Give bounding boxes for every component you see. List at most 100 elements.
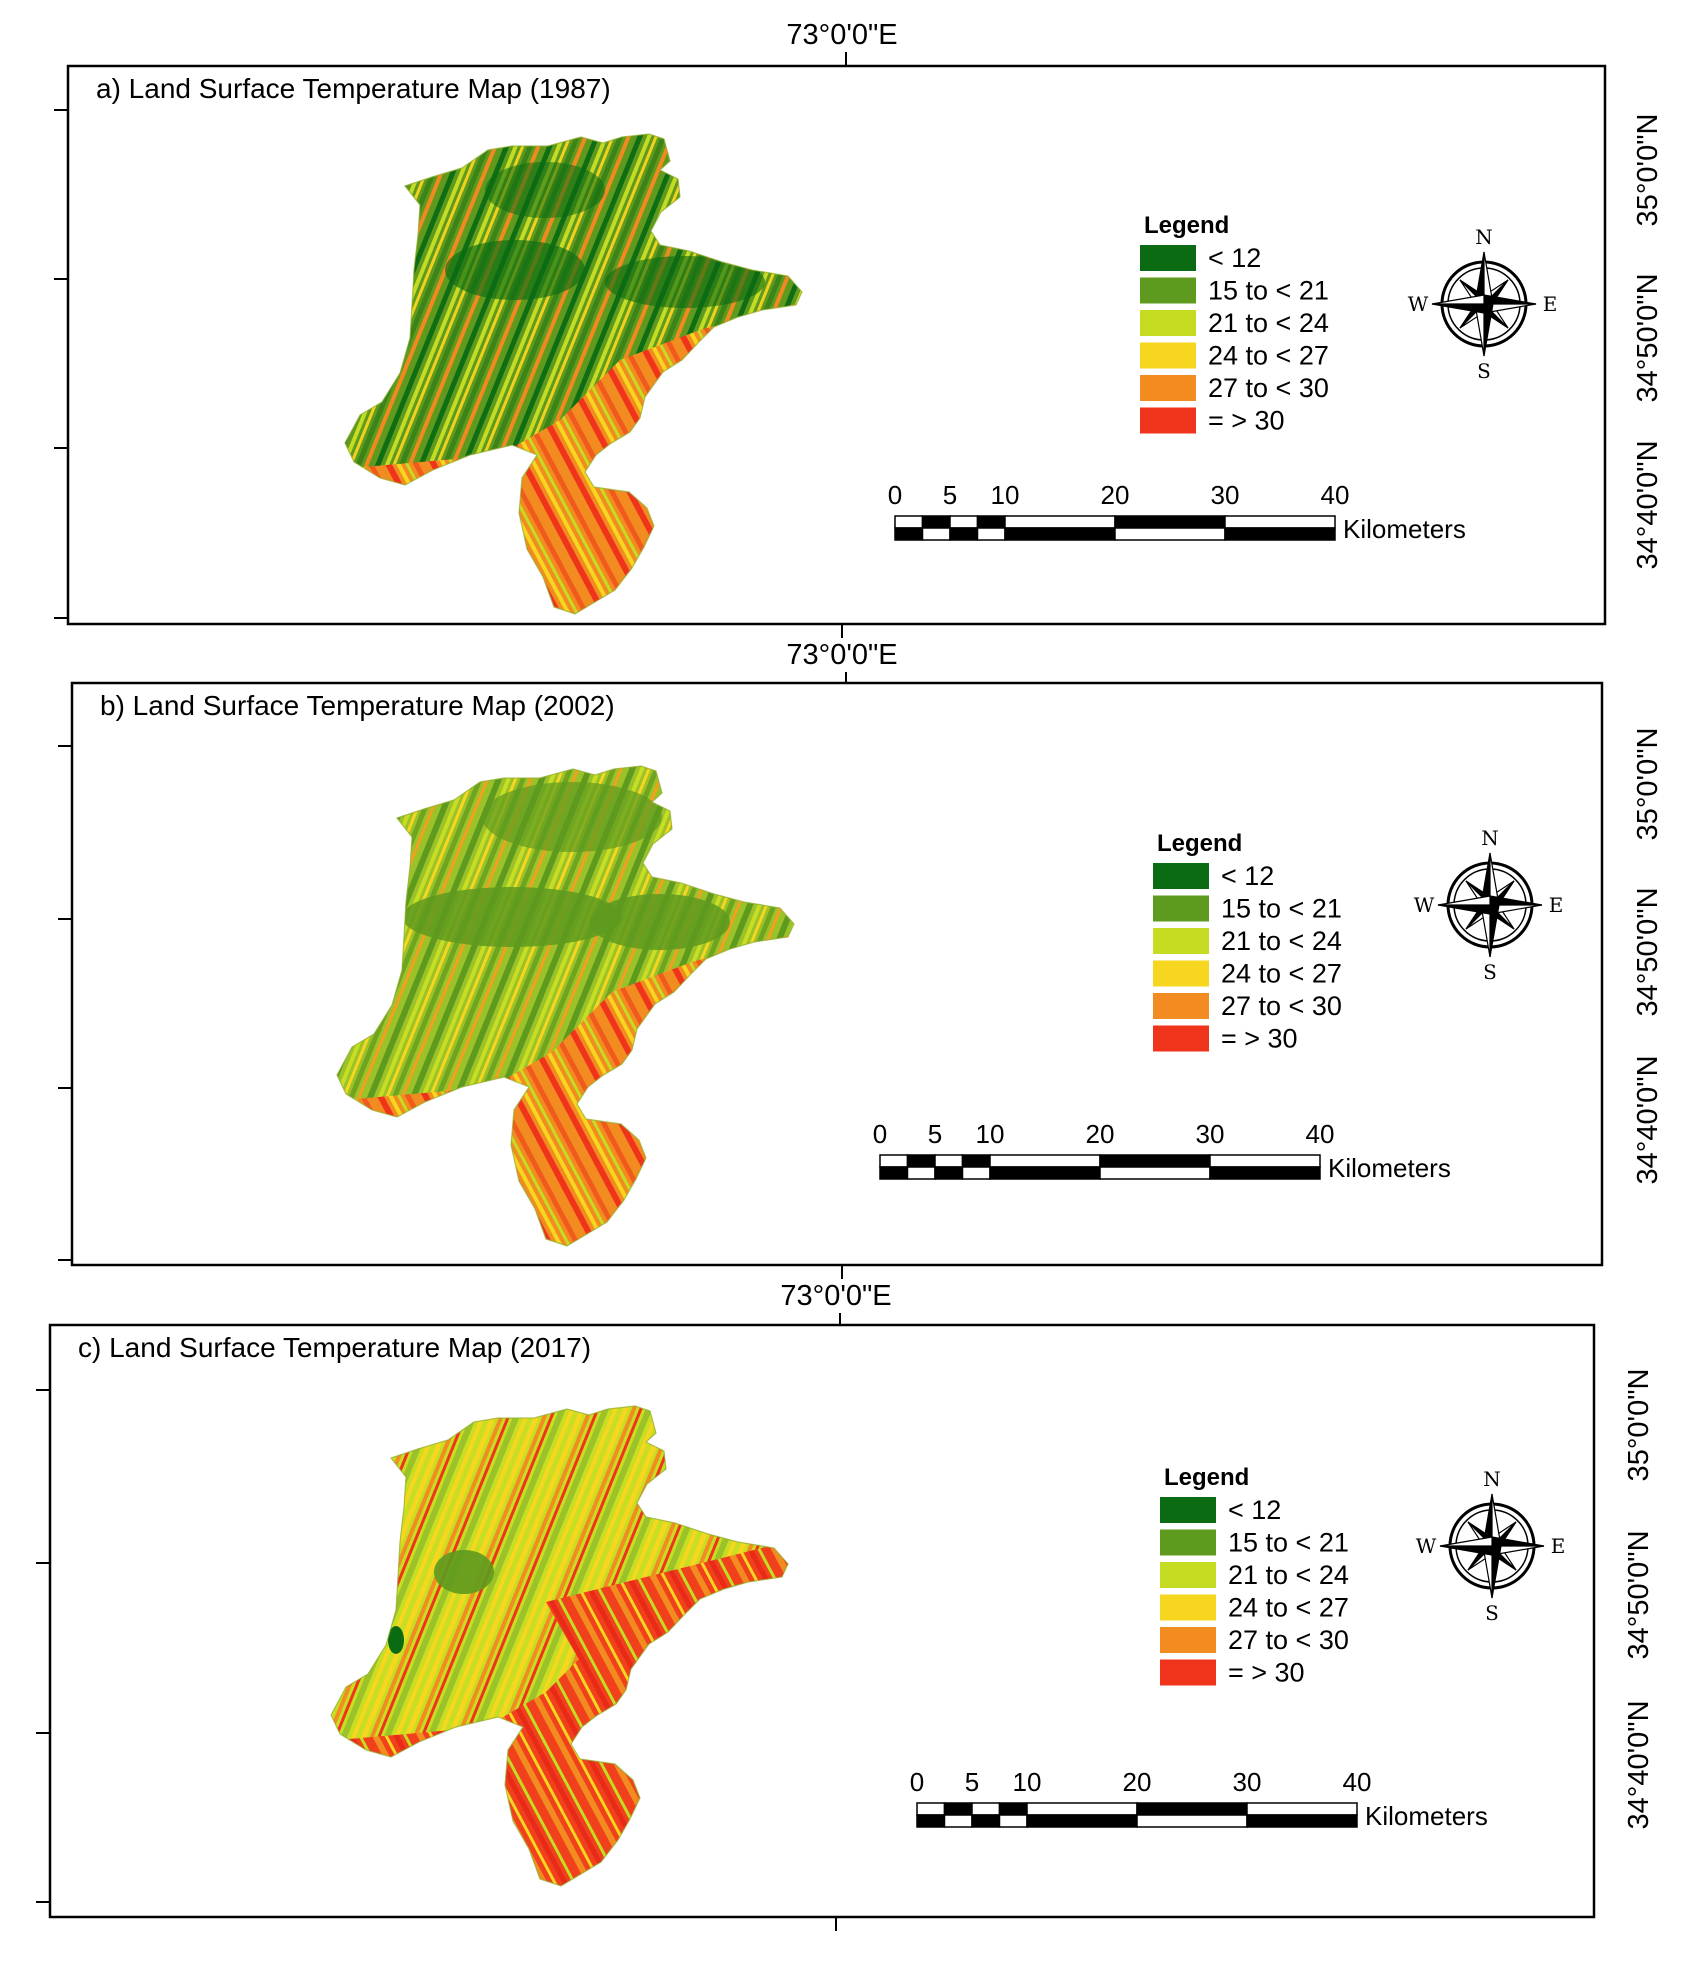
compass-w: W [1416,1534,1437,1558]
longitude-label: 73°0'0"E [786,19,897,51]
cool-patch [388,1626,404,1654]
map-frame [66,64,1607,626]
scale-tick-label: 30 [1211,480,1240,510]
latitude-label: 34°40'0"N [1623,1700,1655,1829]
scale-tick-label: 0 [873,1119,887,1149]
scale-tick-label: 10 [1013,1767,1042,1797]
latitude-label: 34°50'0"N [1623,1530,1655,1659]
legend-swatch [1140,342,1196,369]
legend-swatch [1160,1497,1216,1523]
compass-e: E [1543,292,1558,316]
scale-segment [906,1154,936,1168]
compass-s: S [1483,960,1497,984]
scale-tick-label: 20 [1086,1119,1115,1149]
scale-segment [1099,1166,1211,1180]
legend-title: Legend [1144,212,1229,239]
latitude-label: 35°0'0"N [1632,728,1664,841]
panel-title: c) Land Surface Temperature Map (2017) [78,1332,591,1363]
legend-item-label: 24 to < 27 [1221,959,1342,989]
scale-segment [1004,515,1116,529]
mild-patch [402,887,622,947]
scale-segment [989,1166,1101,1180]
legend-item-label: < 12 [1228,1495,1281,1525]
longitude-label: 73°0'0"E [786,639,897,671]
legend-swatch [1153,928,1209,954]
scale-segment [943,1802,973,1816]
scale-segment [998,1814,1028,1828]
compass-point [1437,895,1491,906]
scale-tick-label: 0 [910,1767,924,1797]
legend-item-label: 24 to < 27 [1228,1593,1349,1623]
legend-swatch [1140,310,1196,336]
legend-item-label: 27 to < 30 [1221,991,1342,1021]
scale-segment [1224,515,1336,529]
scale-tick-label: 20 [1123,1767,1152,1797]
scale-segment [1224,527,1336,541]
latitude-label: 34°40'0"N [1632,440,1664,569]
scale-segment [989,1154,1101,1168]
scale-segment [976,515,1006,529]
legend-item-label: < 12 [1221,861,1274,891]
scale-bar: 0 5 10 20 30 40 Kilometers [888,480,1466,544]
legend-item-label: 21 to < 24 [1221,926,1342,956]
legend-item-label: 21 to < 24 [1208,308,1329,338]
legend-item-label: < 12 [1208,243,1261,273]
legend-swatch [1160,1562,1216,1588]
scale-segment [976,527,1006,541]
scale-tick-label: 40 [1343,1767,1372,1797]
compass-rose-icon: N S E W [1408,225,1558,383]
legend-swatch [1153,993,1209,1019]
scale-segment [949,515,979,529]
scale-segment [1136,1802,1248,1816]
mild-patch [590,894,730,950]
map-panel-1987: 73°0'0"E a) Land Surface Temperature Map … [54,19,1664,638]
legend-swatch [1140,407,1196,434]
scale-tick-label: 40 [1306,1119,1335,1149]
compass-rose-icon: N S E W [1414,826,1564,984]
legend-item-label: = > 30 [1221,1024,1298,1054]
scale-segment [1099,1154,1211,1168]
legend-swatch [1153,895,1209,922]
mild-patch [482,782,662,852]
legend-swatch [1153,960,1209,987]
legend-item-label: 15 to < 21 [1208,276,1329,306]
legend-item-label: 15 to < 21 [1228,1528,1349,1558]
scale-unit-label: Kilometers [1343,514,1466,544]
scale-unit-label: Kilometers [1328,1153,1451,1183]
scale-segment [1004,527,1116,541]
compass-n: N [1483,1467,1501,1491]
compass-s: S [1485,1601,1499,1625]
map-panel-2017: 73°0'0"E c) Land Surface Temperature Map … [36,1280,1655,1931]
legend-swatch [1140,277,1196,304]
legend-swatch [1160,1529,1216,1556]
scale-segment [949,527,979,541]
cool-patch [605,256,765,308]
compass-point [1431,294,1485,305]
scale-segment [1209,1166,1321,1180]
legend-item-label: = > 30 [1228,1658,1305,1688]
compass-e: E [1549,893,1564,917]
scale-segment [1114,527,1226,541]
legend-item-label: 21 to < 24 [1228,1560,1349,1590]
scale-segment [906,1166,936,1180]
cool-patch [485,162,605,218]
legend-item-label: 24 to < 27 [1208,341,1329,371]
scale-segment [879,1166,909,1180]
legend-swatch [1153,1025,1209,1052]
map-frame [70,681,1604,1267]
map-frame [48,1323,1596,1919]
compass-s: S [1477,359,1491,383]
scale-tick-label: 30 [1233,1767,1262,1797]
legend-item-label: 27 to < 30 [1228,1625,1349,1655]
scale-segment [921,515,951,529]
legend-swatch [1140,375,1196,401]
legend-title: Legend [1164,1464,1249,1491]
scale-segment [971,1814,1001,1828]
compass-e: E [1551,1534,1566,1558]
scale-segment [1209,1154,1321,1168]
scale-tick-label: 40 [1321,480,1350,510]
compass-n: N [1475,225,1493,249]
